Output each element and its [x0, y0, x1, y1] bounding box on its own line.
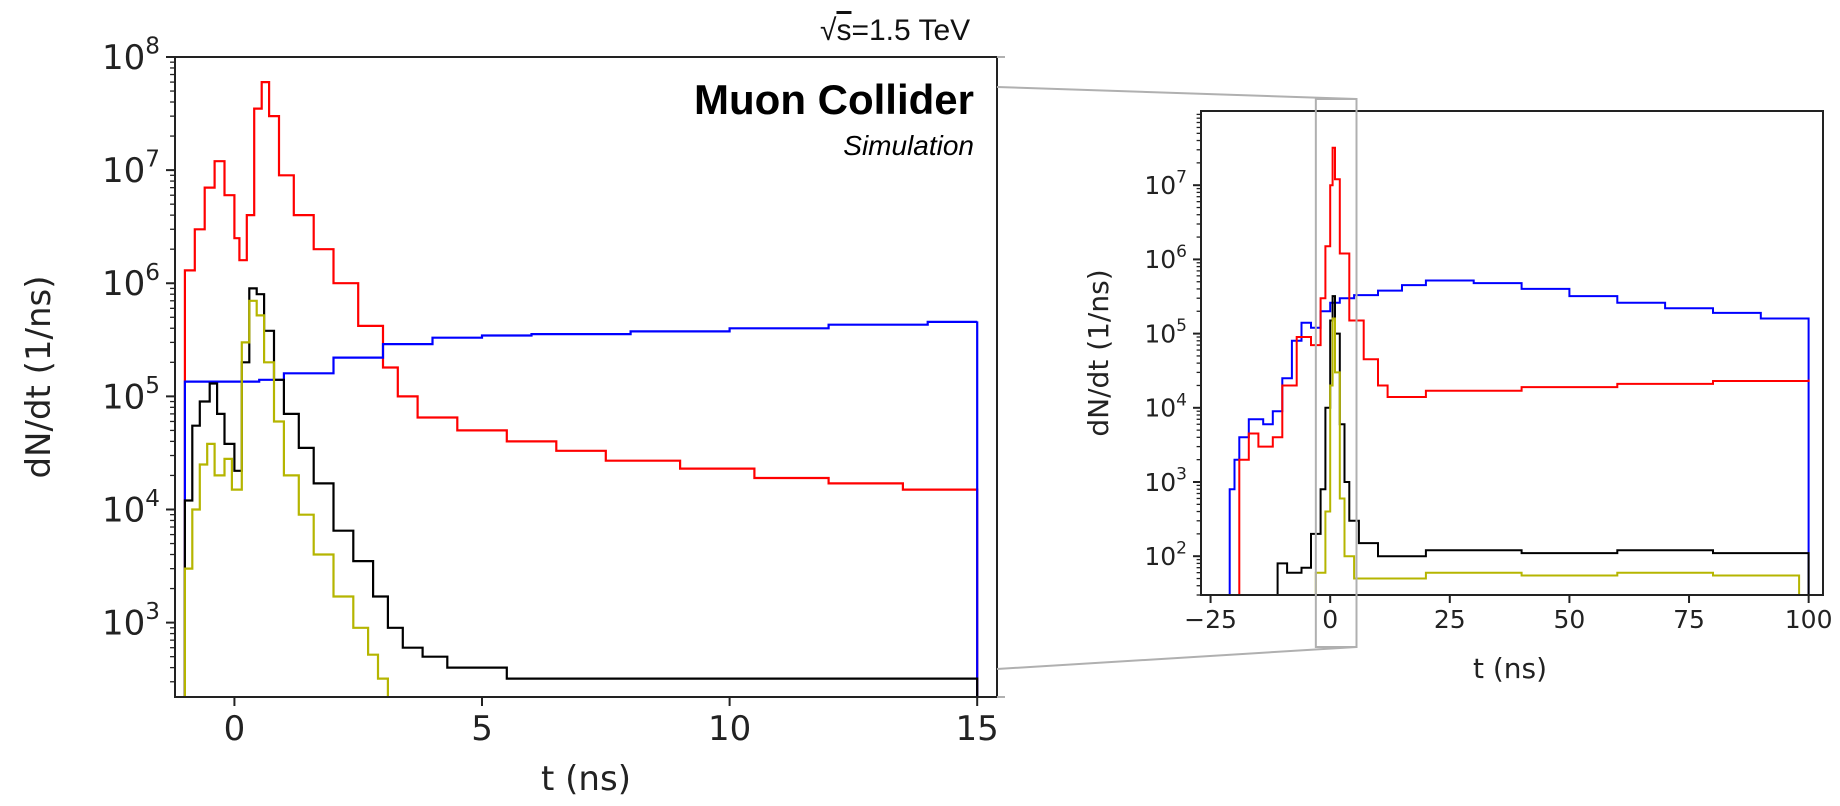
right-y-ticks: 102 103 104 105 106 107: [1144, 113, 1201, 596]
y-tick-label: 107: [1144, 168, 1187, 200]
x-tick-label: 10: [708, 709, 751, 749]
x-tick-label: 15: [956, 709, 999, 749]
sqrt-radicand: s: [836, 14, 852, 47]
left-plot-series: [183, 81, 979, 697]
x-tick-label: 100: [1785, 605, 1833, 634]
right-y-axis-label: dN/dt (1/ns): [1082, 269, 1115, 436]
r-series-red: [1234, 146, 1810, 595]
sqrt-symbol: √: [820, 14, 837, 47]
x-tick-label: 5: [471, 709, 493, 749]
y-tick-label: 106: [102, 260, 160, 304]
left-y-ticks: 103 104 105 106 107 108: [102, 34, 175, 683]
x-tick-label: 0: [224, 709, 246, 749]
right-x-axis-label: t (ns): [1473, 652, 1547, 685]
right-plot-series: [1228, 146, 1810, 595]
x-tick-label: 25: [1434, 605, 1466, 634]
left-panel: 0 5 10 15 103 104 105 106 107 108 t (ns) dN/dt (…: [19, 34, 999, 799]
y-tick-label: 105: [102, 373, 160, 417]
l-series-yellow: [183, 299, 389, 697]
y-tick-label: 107: [102, 147, 160, 191]
y-tick-label: 103: [1144, 465, 1187, 497]
experiment-subtitle: Simulation: [843, 130, 974, 161]
r-series-black: [1272, 295, 1810, 595]
left-plot-frame: [174, 56, 998, 698]
energy-value: =1.5 TeV: [851, 14, 971, 47]
zoom-connector-top: [996, 86, 1357, 100]
y-tick-label: 104: [1144, 390, 1187, 422]
left-y-axis-label: dN/dt (1/ns): [19, 275, 59, 478]
y-tick-label: 108: [102, 34, 160, 78]
right-x-ticks: −25 0 25 50 75 100: [1184, 595, 1833, 634]
experiment-title: Muon Collider: [694, 76, 974, 123]
right-plot-frame: [1200, 110, 1824, 596]
x-tick-label: 0: [1322, 605, 1338, 634]
l-series-black: [183, 287, 979, 697]
x-tick-label: 75: [1673, 605, 1705, 634]
left-x-axis-label: t (ns): [541, 759, 631, 799]
left-x-ticks: 0 5 10 15: [224, 697, 999, 749]
y-tick-label: 104: [102, 486, 160, 530]
y-tick-label: 103: [102, 599, 160, 643]
zoom-connector-bottom: [996, 646, 1357, 670]
l-series-blue: [183, 320, 979, 697]
zoom-indicator: [996, 56, 1358, 698]
x-tick-label: −25: [1184, 605, 1237, 634]
y-tick-label: 105: [1144, 316, 1187, 348]
energy-label: √s=1.5 TeV: [820, 14, 1000, 54]
r-series-blue: [1228, 279, 1810, 595]
y-tick-label: 102: [1144, 539, 1187, 571]
x-tick-label: 50: [1554, 605, 1586, 634]
l-series-red: [183, 81, 979, 697]
r-series-yellow: [1306, 317, 1801, 595]
y-tick-label: 106: [1144, 242, 1187, 274]
